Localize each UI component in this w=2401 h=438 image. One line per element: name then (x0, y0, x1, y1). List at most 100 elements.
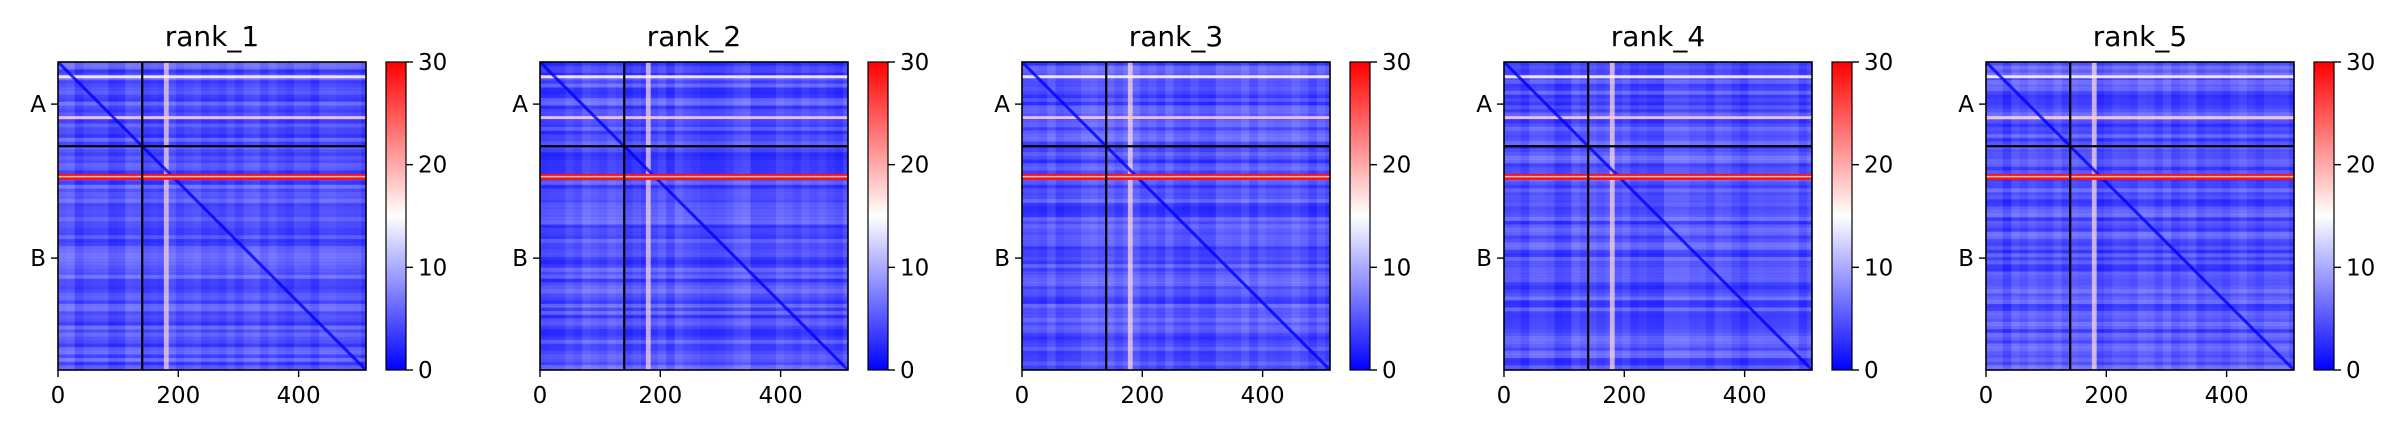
heatmap-row (1504, 264, 1812, 269)
heatmap-row (58, 141, 366, 146)
heatmap-row (1022, 159, 1330, 164)
plot-frame (1021, 61, 1331, 371)
colorbar-tick-label: 20 (2346, 153, 2375, 179)
heatmap-row (1986, 282, 2294, 287)
heatmap-column (1714, 62, 1723, 370)
heatmap-row (1504, 274, 1812, 280)
heatmap-column (1512, 62, 1521, 370)
heatmap-column (1299, 62, 1309, 370)
heatmap-row (58, 300, 366, 305)
heatmap-column (1647, 62, 1656, 370)
heatmap-column (1080, 62, 1090, 370)
heatmap-row (1504, 332, 1812, 337)
colorbar-tick-label: 30 (900, 50, 929, 76)
colorbar-tick-label: 30 (2346, 50, 2375, 76)
heatmap-row (1504, 76, 1812, 81)
heatmap-column (1630, 62, 1639, 370)
heatmap-row (1022, 260, 1330, 265)
heatmap-column (335, 62, 345, 370)
heatmap-row (1986, 195, 2294, 200)
heatmap-row (540, 325, 848, 330)
heatmap-row (1022, 166, 1330, 171)
heatmap-column (733, 62, 743, 370)
heatmap-row (1986, 224, 2294, 229)
heatmap-row (1986, 188, 2294, 193)
heatmap-column (607, 62, 616, 370)
heatmap-row (540, 311, 848, 316)
heatmap-row (1022, 303, 1330, 308)
heatmap-row (1022, 361, 1330, 366)
heatmap-row (1986, 166, 2294, 171)
heatmap-row (58, 289, 366, 294)
heatmap-row (540, 274, 848, 280)
heatmap-row (1022, 339, 1330, 345)
heatmap-diagonal (1504, 62, 1812, 370)
heatmap-row (540, 65, 848, 70)
heatmap-row (1504, 339, 1812, 345)
heatmap-row (58, 264, 366, 269)
heatmap-row (58, 303, 366, 308)
colorbar-tick-label: 0 (418, 358, 433, 384)
heatmap-row (58, 123, 366, 128)
heatmap-row (1022, 163, 1330, 168)
heatmap-row (1022, 256, 1330, 262)
heatmap-column (1579, 62, 1589, 370)
heatmap-row (1986, 307, 2294, 312)
heatmap-panel-1: rank_1 0 200 400 A B 0 10 20 30 (30, 20, 447, 409)
heatmap-column (1240, 62, 1250, 370)
heatmap-column (108, 62, 117, 370)
heatmap-row (58, 94, 366, 99)
heatmap-panel-2: rank_2 0 200 400 A B 0 10 20 30 (512, 20, 929, 409)
heatmap-row (58, 163, 366, 168)
heatmap-cells (1504, 62, 1812, 370)
heatmap-column (2188, 62, 2197, 370)
colorbar-tick-label: 0 (900, 358, 915, 384)
heatmap-row (58, 181, 366, 186)
heatmap-row (1504, 83, 1812, 88)
heatmap-row (58, 191, 366, 197)
heatmap-row (1504, 80, 1812, 85)
heatmap-column (1022, 62, 1031, 370)
heatmap-row (58, 72, 366, 77)
heatmap-column (175, 62, 185, 370)
heatmap-column (834, 62, 844, 370)
heatmap-row (58, 220, 366, 225)
heatmap-column (1190, 62, 1199, 370)
colorbar-tick-label: 10 (1864, 255, 1893, 281)
heatmap-column (83, 62, 92, 370)
heatmap-row (540, 152, 848, 157)
heatmap-row (1022, 350, 1330, 355)
heatmap-column (66, 62, 75, 370)
heatmap-row (540, 361, 848, 366)
heatmap-column (1605, 62, 1614, 370)
heatmap-column (657, 62, 667, 370)
heatmap-row (1504, 246, 1812, 251)
heatmap-row (1504, 300, 1812, 305)
heatmap-row (1504, 148, 1812, 153)
heatmap-column (2019, 62, 2029, 370)
heatmap-row (58, 112, 366, 117)
heatmap-column (2028, 62, 2037, 370)
heatmap-bright-row (540, 75, 848, 79)
heatmap-row (540, 253, 848, 258)
plot-frame (1503, 61, 1813, 371)
heatmap-row (1022, 108, 1330, 114)
heatmap-row (1022, 94, 1330, 99)
heatmap-row (1022, 285, 1330, 290)
heatmap-row (1504, 256, 1812, 262)
heatmap-row (1504, 181, 1812, 186)
x-tick-label: 0 (1979, 383, 1994, 409)
heatmap-column (116, 62, 126, 370)
panel-title: rank_5 (2093, 20, 2187, 53)
heatmap-column (243, 62, 252, 370)
heatmap-row (1504, 123, 1812, 128)
heatmap-row (58, 69, 366, 74)
heatmap-row (1504, 220, 1812, 225)
heatmap-row (58, 134, 366, 139)
heatmap-row (1986, 264, 2294, 269)
heatmap-row (540, 90, 848, 95)
heatmap-column (218, 62, 227, 370)
heatmap-row (1504, 350, 1812, 355)
heatmap-row (58, 83, 366, 88)
heatmap-row (58, 354, 366, 359)
